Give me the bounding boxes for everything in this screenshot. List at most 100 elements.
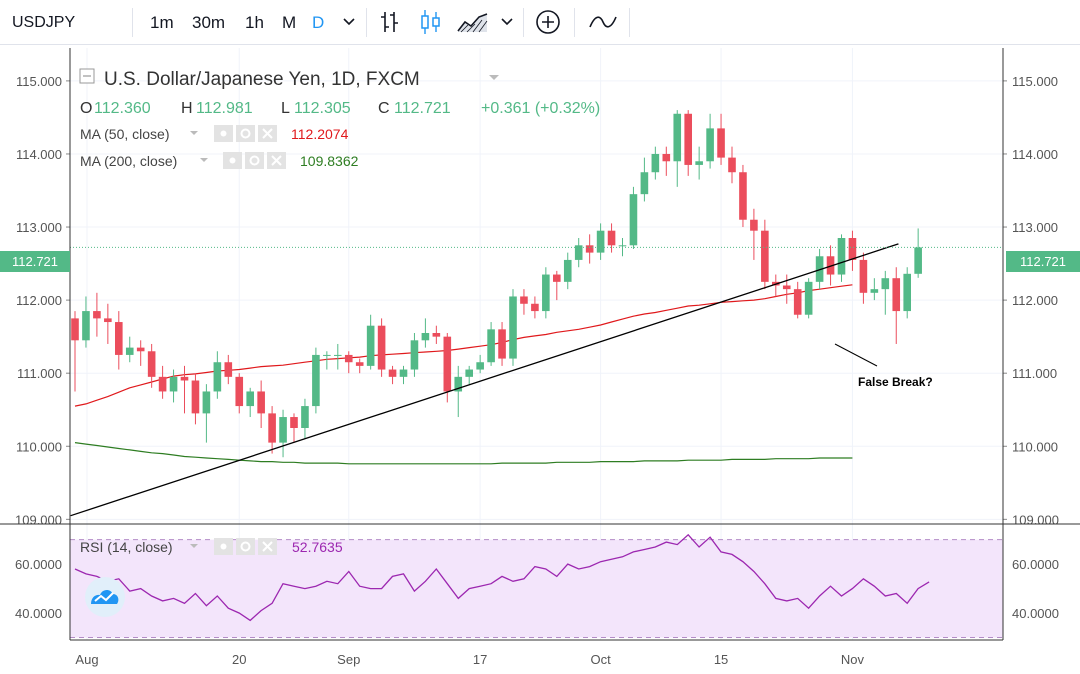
gear-icon[interactable] [236,538,255,555]
candle-body [542,274,550,312]
chevron-down-icon[interactable] [200,158,208,162]
candle-body [881,278,890,290]
chevron-down-icon[interactable] [489,75,499,80]
candle-body [93,311,101,319]
symbol-search[interactable]: USDJPY [12,14,76,31]
candle-body [465,369,473,377]
toolbar-divider [574,8,575,37]
candle-body [892,278,901,312]
candle [476,354,484,374]
candle [180,365,189,414]
candle [782,274,791,304]
interval-30m[interactable]: 30m [192,13,226,32]
candle [312,347,320,414]
candle-body [574,245,583,260]
candle-body [607,230,616,246]
gear-icon[interactable] [236,125,255,142]
ohlc-change: +0.361 (+0.32%) [481,100,600,117]
chevron-down-icon[interactable] [500,16,514,28]
y-tick-label-left: 113.000 [16,220,62,235]
candle [202,384,211,443]
candle [410,333,419,377]
candle [465,365,473,385]
candle [673,110,682,187]
gear-icon[interactable] [245,152,264,169]
price-chart[interactable]: 115.000 115.000 114.000 114.000 113.000 113.0… [0,48,1080,669]
candle-body [366,325,375,366]
interval-1h[interactable]: 1h [245,13,264,32]
line-tool-icon[interactable] [589,13,617,31]
interval-day[interactable]: D [312,13,325,32]
candle-body [651,153,660,173]
toolbar: USDJPY 1m 30m 1h M D [0,0,1080,45]
candle-body [596,230,605,253]
rsi-value: 52.7635 [292,539,343,555]
candle [323,351,331,370]
add-indicator-icon[interactable] [535,9,561,35]
ma50-value: 112.2074 [291,126,349,142]
candle [793,281,802,319]
candle-body [520,296,528,304]
interval-1m[interactable]: 1m [150,13,174,32]
candle [246,387,254,418]
candle-body [563,259,572,282]
ma200-value: 109.8362 [300,153,359,169]
candle-body [71,318,79,341]
candle-body [421,333,430,341]
trendline[interactable] [70,243,899,517]
candle [892,267,901,344]
candle [158,365,167,399]
candle [82,296,90,348]
candles[interactable] [71,110,922,458]
gear-shape [249,155,260,166]
ohlc-low: 112.305 [294,100,351,117]
chevron-down-icon[interactable] [342,16,356,28]
candle [93,292,101,337]
candle-body [837,238,846,275]
candle-body [629,194,638,246]
candle [881,270,890,315]
candle [717,113,725,165]
candle-body [388,369,397,377]
ma200-label: MA (200, close) [80,153,177,169]
candle [191,373,200,425]
candle [531,296,539,319]
ma200-line [74,442,853,465]
ohlc-low-label: L [281,100,290,117]
bar-chart-icon[interactable] [378,9,402,35]
candle [421,318,430,348]
candle [136,340,145,366]
price-label-left-box [0,251,70,272]
area-chart-icon[interactable] [457,11,489,33]
candle-body [476,362,484,370]
interval-month[interactable]: M [282,13,297,32]
close-x [262,128,273,139]
candle-body [848,238,857,260]
candlestick-icon[interactable] [419,8,443,36]
candle [115,311,123,370]
chevron-down-icon[interactable] [190,131,198,135]
candle [585,234,594,264]
axes: 115.000 115.000 114.000 114.000 113.000 113.0… [0,48,1080,667]
candle-body [804,281,813,315]
close-x [262,541,273,552]
candle-body [706,128,714,162]
eye-pupil [220,130,227,137]
candle-body [334,354,342,356]
tradingview-logo[interactable] [85,577,125,617]
candle-body [246,391,254,407]
candle [268,406,276,454]
x-tick-label: 17 [473,652,487,667]
annotation-false-break: False Break? [858,375,933,389]
candle-body [914,247,922,274]
candle [388,365,397,385]
candle-body [410,340,419,370]
candle-body [673,113,682,162]
candle-body [761,230,769,282]
candle [848,230,857,271]
y-tick-label-left: 109.000 [15,512,62,527]
candle [213,351,222,399]
chevron-down-icon[interactable] [190,544,198,548]
candle [125,336,134,363]
candle-body [739,172,747,220]
